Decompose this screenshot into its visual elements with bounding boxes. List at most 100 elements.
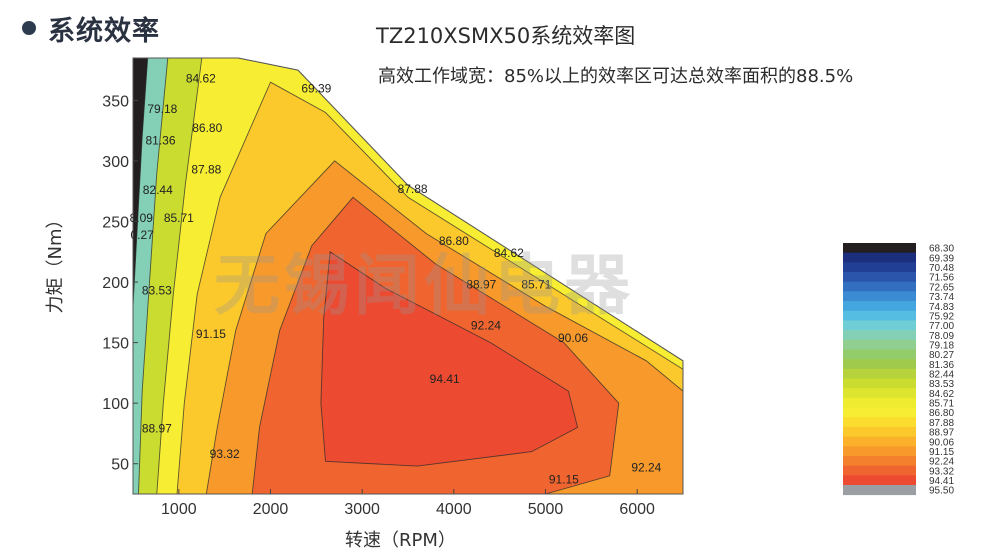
contour-value-label: 84.62	[186, 72, 216, 86]
legend-swatch	[843, 243, 916, 254]
legend-swatch	[843, 368, 916, 379]
legend-value-label: 93.32	[929, 466, 954, 477]
contour-value-label: 90.06	[558, 331, 588, 345]
legend-value-label: 91.15	[929, 447, 954, 458]
legend-value-label: 80.27	[929, 350, 954, 361]
contour-value-label: 92.24	[631, 460, 661, 474]
legend-value-label: 81.36	[929, 360, 954, 371]
contour-value-label: 81.36	[145, 133, 175, 147]
legend-swatch	[843, 485, 916, 496]
contour-value-label: 85.71	[521, 277, 551, 291]
contour-value-label: 84.62	[494, 246, 524, 260]
legend-swatch	[843, 436, 916, 447]
legend-value-label: 86.80	[929, 408, 954, 419]
contour-value-label: 91.15	[549, 472, 579, 486]
contour-value-label: 86.80	[192, 121, 222, 135]
legend-value-label: 75.92	[929, 311, 954, 322]
contour-value-label: 82.44	[143, 183, 173, 197]
legend-value-label: 73.74	[929, 292, 954, 303]
section-title: 系统效率	[48, 15, 160, 47]
section-header: 系统效率	[14, 8, 160, 48]
y-tick-label: 100	[102, 396, 129, 413]
legend-swatch	[843, 349, 916, 360]
legend-swatch	[843, 252, 916, 263]
x-tick-label: 4000	[436, 501, 472, 518]
contour-value-label: 85.71	[164, 211, 194, 225]
legend-value-label: 71.56	[929, 273, 954, 284]
legend-swatch	[843, 475, 916, 486]
legend-value-label: 68.30	[929, 244, 954, 255]
x-tick-label: 3000	[344, 501, 380, 518]
legend-swatch	[843, 339, 916, 350]
legend-value-label: 82.44	[929, 370, 954, 381]
legend-value-label: 70.48	[929, 263, 954, 274]
y-tick-label: 350	[102, 93, 129, 110]
legend-value-label: 88.97	[929, 428, 954, 439]
color-scale-legend: 68.3069.3970.4871.5672.6573.7474.8375.92…	[843, 243, 954, 497]
contour-value-label: 69.39	[301, 81, 331, 95]
legend-value-label: 79.18	[929, 340, 954, 351]
contour-value-label: 0.27	[130, 228, 154, 242]
contour-value-label: 88.97	[466, 277, 496, 291]
legend-swatch	[843, 446, 916, 457]
legend-value-label: 77.00	[929, 321, 954, 332]
contour-value-label: 88.97	[142, 422, 172, 436]
contour-value-label: 87.88	[191, 162, 221, 176]
legend-swatch	[843, 301, 916, 312]
contour-value-label: 79.18	[147, 102, 177, 116]
contour-region	[320, 251, 579, 467]
bullet-icon	[22, 21, 36, 35]
legend-value-label: 83.53	[929, 379, 954, 390]
contour-value-label: 83.53	[142, 284, 172, 298]
contour-value-label: 94.41	[430, 372, 460, 386]
legend-swatch	[843, 310, 916, 321]
legend-value-label: 74.83	[929, 302, 954, 313]
legend-value-label: 94.41	[929, 476, 954, 487]
legend-value-label: 78.09	[929, 331, 954, 342]
legend-swatch	[843, 291, 916, 302]
contour-value-label: 8.09	[130, 211, 154, 225]
legend-swatch	[843, 359, 916, 370]
contour-fill-group	[133, 58, 683, 494]
legend-value-label: 92.24	[929, 457, 954, 468]
contour-value-label: 87.88	[398, 182, 428, 196]
legend-swatch	[843, 465, 916, 476]
contour-value-label: 92.24	[471, 319, 501, 333]
legend-value-label: 84.62	[929, 389, 954, 400]
y-tick-label: 200	[102, 275, 129, 292]
contour-value-label: 91.15	[196, 327, 226, 341]
chart-subtitle: 高效工作域宽：85%以上的效率区可达总效率面积的88.5%	[378, 66, 854, 87]
operating-boundary	[132, 57, 684, 495]
y-tick-label: 250	[102, 215, 129, 232]
legend-swatch	[843, 378, 916, 389]
legend-swatch	[843, 330, 916, 341]
legend-swatch	[843, 426, 916, 437]
legend-swatch	[843, 417, 916, 428]
legend-swatch	[843, 455, 916, 467]
y-tick-label: 150	[102, 336, 129, 353]
x-tick-label: 5000	[528, 501, 564, 518]
y-tick-label: 300	[102, 154, 129, 171]
legend-value-label: 72.65	[929, 282, 954, 293]
legend-value-label: 95.50	[929, 486, 954, 497]
legend-swatch	[843, 320, 916, 331]
legend-swatch	[843, 281, 916, 292]
legend-value-label: 87.88	[929, 418, 954, 429]
legend-swatch	[843, 407, 916, 418]
y-axis-label: 力矩（Nm）	[45, 210, 66, 314]
x-tick-label: 1000	[161, 501, 197, 518]
x-tick-label: 6000	[619, 501, 655, 518]
x-axis-label: 转速（RPM）	[345, 530, 456, 551]
chart-title: TZ210XSMX50系统效率图	[376, 24, 636, 48]
legend-value-label: 90.06	[929, 437, 954, 448]
contour-value-label: 86.80	[439, 234, 469, 248]
contour-value-label: 93.32	[210, 447, 240, 461]
legend-swatch	[843, 388, 916, 399]
legend-value-label: 85.71	[929, 399, 954, 410]
legend-swatch	[843, 262, 916, 273]
y-tick-label: 50	[111, 457, 129, 474]
legend-value-label: 69.39	[929, 253, 954, 264]
x-tick-label: 2000	[253, 501, 289, 518]
legend-swatch	[843, 397, 916, 408]
